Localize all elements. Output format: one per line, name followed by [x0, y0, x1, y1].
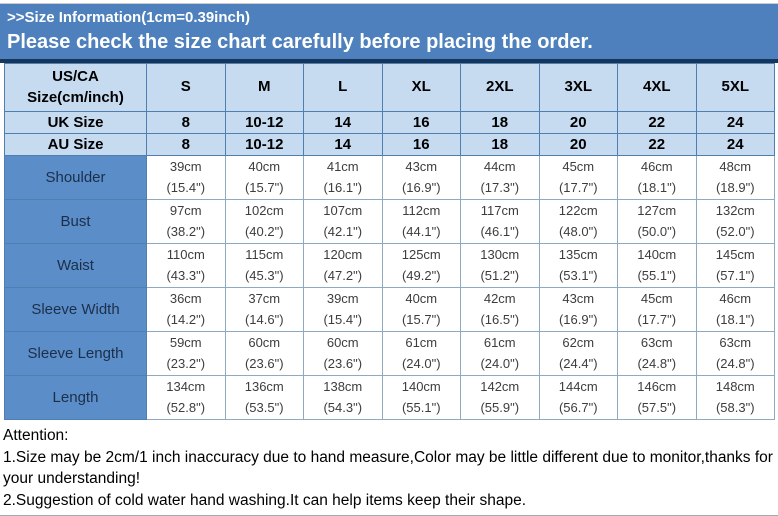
size-value-cell: 48cm (18.9") — [695, 155, 775, 200]
size-value-cell: 61cm (24.0") — [381, 331, 461, 376]
size-chart-table: US/CA Size(cm/inch) S M L XL 2XL 3XL 4XL… — [4, 63, 775, 420]
au-size-label: AU Size — [4, 133, 147, 156]
au-size-value: 10-12 — [224, 133, 304, 156]
uk-size-value: 24 — [695, 111, 775, 134]
size-column-header-s: S — [146, 63, 226, 112]
size-value-cell: 60cm (23.6") — [224, 331, 304, 376]
au-size-value: 22 — [617, 133, 697, 156]
size-value-cell: 62cm (24.4") — [538, 331, 618, 376]
size-value-cell: 46cm (18.1") — [617, 155, 697, 200]
measurement-label-waist: Waist — [4, 243, 147, 288]
size-value-cell: 60cm (23.6") — [303, 331, 383, 376]
size-value-cell: 142cm (55.9") — [460, 375, 540, 420]
size-value-cell: 120cm (47.2") — [303, 243, 383, 288]
measurement-label-shoulder: Shoulder — [4, 155, 147, 200]
uk-size-value: 10-12 — [224, 111, 304, 134]
size-value-cell: 43cm (16.9") — [538, 287, 618, 332]
au-size-value: 8 — [146, 133, 226, 156]
size-value-cell: 117cm (46.1") — [460, 199, 540, 244]
au-size-value: 16 — [381, 133, 461, 156]
size-value-cell: 40cm (15.7") — [381, 287, 461, 332]
size-value-cell: 40cm (15.7") — [224, 155, 304, 200]
size-value-cell: 122cm (48.0") — [538, 199, 618, 244]
uk-size-value: 20 — [538, 111, 618, 134]
size-value-cell: 43cm (16.9") — [381, 155, 461, 200]
banner-subtitle: Please check the size chart carefully be… — [7, 31, 593, 53]
measurement-label-sleeve-length: Sleeve Length — [4, 331, 147, 376]
size-column-header-l: L — [303, 63, 383, 112]
uk-size-value: 16 — [381, 111, 461, 134]
size-value-cell: 41cm (16.1") — [303, 155, 383, 200]
size-value-cell: 144cm (56.7") — [538, 375, 618, 420]
uk-size-value: 8 — [146, 111, 226, 134]
size-value-cell: 127cm (50.0") — [617, 199, 697, 244]
sleeve-width-row: Sleeve Width 36cm (14.2") 37cm (14.6") 3… — [4, 287, 775, 332]
size-value-cell: 135cm (53.1") — [538, 243, 618, 288]
size-value-cell: 132cm (52.0") — [695, 199, 775, 244]
waist-row: Waist 110cm (43.3") 115cm (45.3") 120cm … — [4, 243, 775, 288]
size-value-cell: 39cm (15.4") — [146, 155, 226, 200]
size-column-header-5xl: 5XL — [695, 63, 775, 112]
uk-size-value: 18 — [460, 111, 540, 134]
au-size-row: AU Size 8 10-12 14 16 18 20 22 24 — [4, 133, 775, 156]
size-column-header-2xl: 2XL — [460, 63, 540, 112]
uk-size-value: 22 — [617, 111, 697, 134]
size-system-header: US/CA Size(cm/inch) — [4, 63, 147, 112]
size-value-cell: 102cm (40.2") — [224, 199, 304, 244]
size-value-cell: 45cm (17.7") — [617, 287, 697, 332]
length-row: Length 134cm (52.8") 136cm (53.5") 138cm… — [4, 375, 775, 420]
size-info-banner: >>Size Information(1cm=0.39inch) Please … — [0, 3, 778, 63]
au-size-value: 20 — [538, 133, 618, 156]
shoulder-row: Shoulder 39cm (15.4") 40cm (15.7") 41cm … — [4, 155, 775, 200]
size-value-cell: 110cm (43.3") — [146, 243, 226, 288]
size-value-cell: 145cm (57.1") — [695, 243, 775, 288]
uk-size-label: UK Size — [4, 111, 147, 134]
measurement-label-length: Length — [4, 375, 147, 420]
size-value-cell: 146cm (57.5") — [617, 375, 697, 420]
size-column-header-4xl: 4XL — [617, 63, 697, 112]
size-value-cell: 36cm (14.2") — [146, 287, 226, 332]
size-value-cell: 138cm (54.3") — [303, 375, 383, 420]
size-value-cell: 44cm (17.3") — [460, 155, 540, 200]
size-value-cell: 148cm (58.3") — [695, 375, 775, 420]
size-value-cell: 130cm (51.2") — [460, 243, 540, 288]
size-value-cell: 39cm (15.4") — [303, 287, 383, 332]
size-value-cell: 112cm (44.1") — [381, 199, 461, 244]
size-value-cell: 134cm (52.8") — [146, 375, 226, 420]
size-value-cell: 140cm (55.1") — [617, 243, 697, 288]
attention-line-2: 2.Suggestion of cold water hand washing.… — [3, 492, 527, 510]
uk-size-value: 14 — [303, 111, 383, 134]
size-value-cell: 140cm (55.1") — [381, 375, 461, 420]
attention-note: Attention: 1.Size may be 2cm/1 inch inac… — [0, 420, 778, 512]
size-value-cell: 63cm (24.8") — [695, 331, 775, 376]
size-value-cell: 107cm (42.1") — [303, 199, 383, 244]
size-header-row: US/CA Size(cm/inch) S M L XL 2XL 3XL 4XL… — [4, 63, 775, 112]
banner-title: >>Size Information(1cm=0.39inch) — [7, 9, 250, 26]
attention-title: Attention: — [3, 427, 69, 444]
size-column-header-m: M — [224, 63, 304, 112]
bust-row: Bust 97cm (38.2") 102cm (40.2") 107cm (4… — [4, 199, 775, 244]
au-size-value: 14 — [303, 133, 383, 156]
size-value-cell: 97cm (38.2") — [146, 199, 226, 244]
size-value-cell: 46cm (18.1") — [695, 287, 775, 332]
au-size-value: 24 — [695, 133, 775, 156]
sleeve-length-row: Sleeve Length 59cm (23.2") 60cm (23.6") … — [4, 331, 775, 376]
size-column-header-xl: XL — [381, 63, 461, 112]
au-size-value: 18 — [460, 133, 540, 156]
size-value-cell: 61cm (24.0") — [460, 331, 540, 376]
size-value-cell: 42cm (16.5") — [460, 287, 540, 332]
uk-size-row: UK Size 8 10-12 14 16 18 20 22 24 — [4, 111, 775, 134]
size-value-cell: 59cm (23.2") — [146, 331, 226, 376]
size-column-header-3xl: 3XL — [538, 63, 618, 112]
size-value-cell: 37cm (14.6") — [224, 287, 304, 332]
size-value-cell: 115cm (45.3") — [224, 243, 304, 288]
size-value-cell: 125cm (49.2") — [381, 243, 461, 288]
measurement-label-sleeve-width: Sleeve Width — [4, 287, 147, 332]
measurement-label-bust: Bust — [4, 199, 147, 244]
attention-line-1: 1.Size may be 2cm/1 inch inaccuracy due … — [3, 448, 773, 488]
size-value-cell: 136cm (53.5") — [224, 375, 304, 420]
size-value-cell: 45cm (17.7") — [538, 155, 618, 200]
size-value-cell: 63cm (24.8") — [617, 331, 697, 376]
